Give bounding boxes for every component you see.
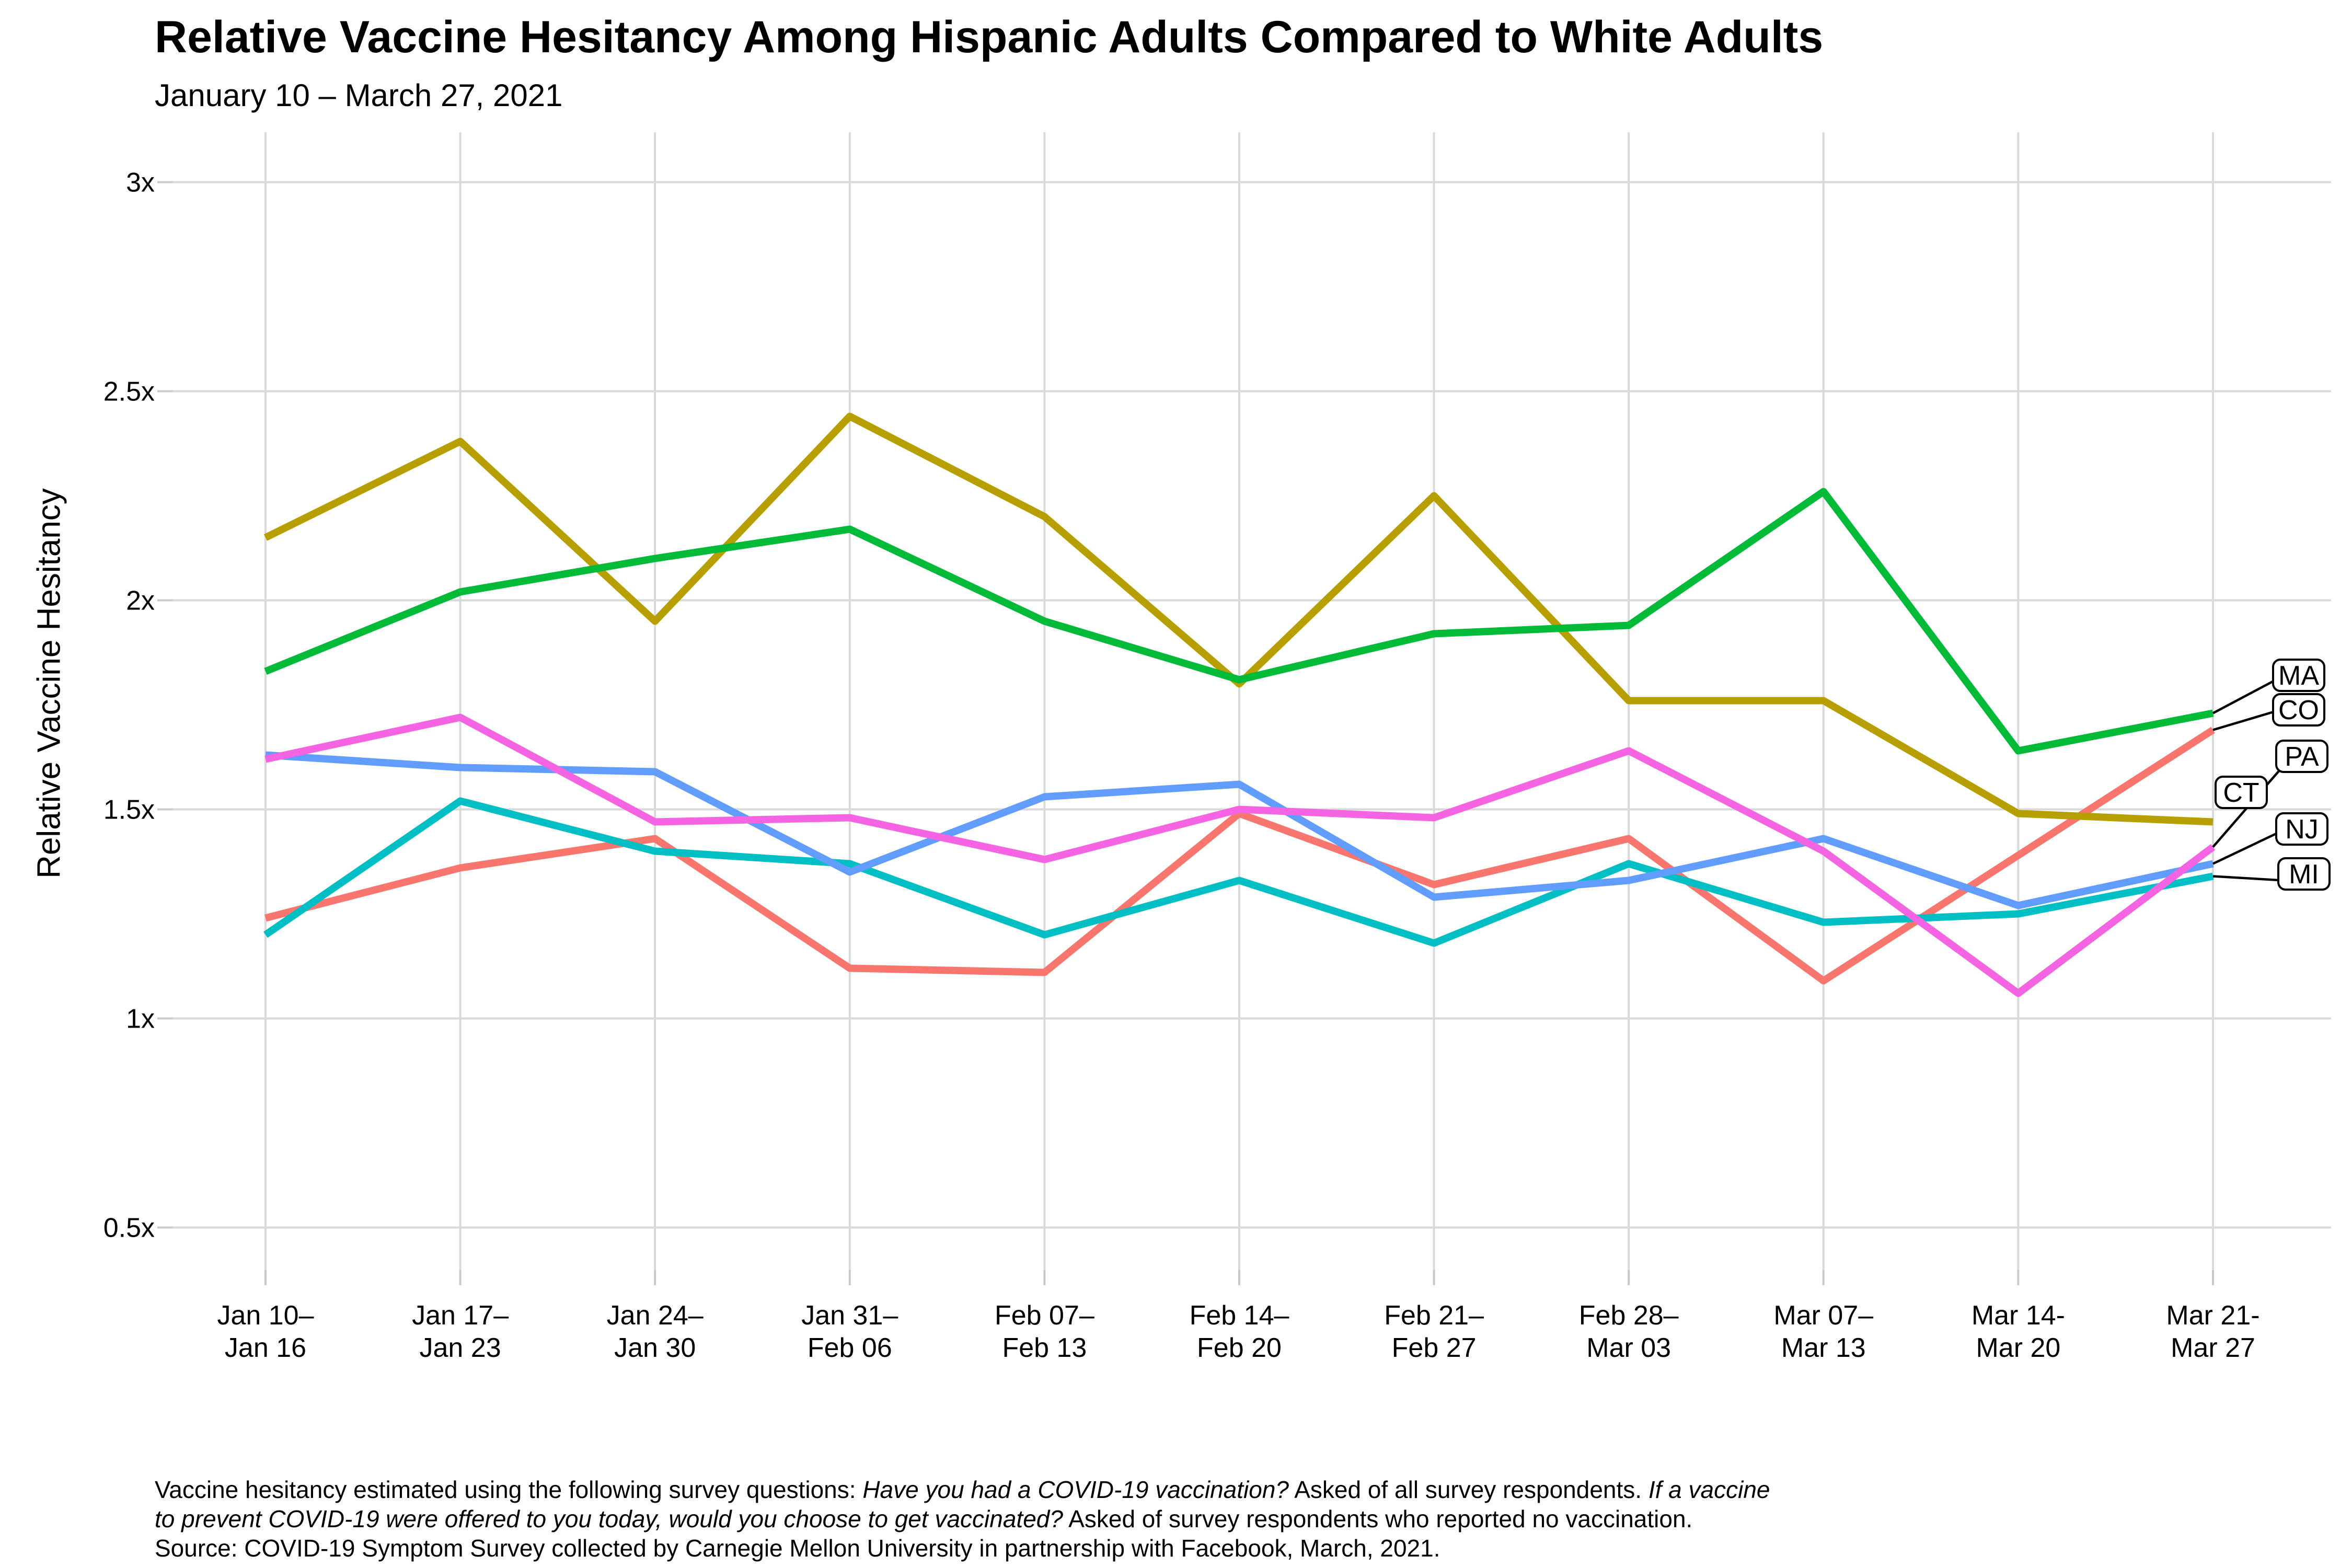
series-label-box-CT xyxy=(2215,776,2268,809)
x-tick-label-8-line2: Mar 13 xyxy=(1781,1333,1866,1363)
x-tick-label-3-line2: Feb 06 xyxy=(808,1333,892,1363)
series-line-NJ xyxy=(265,751,2214,909)
x-tick-label-4-line1: Feb 07– xyxy=(995,1300,1094,1331)
footnote-italic-segment: Have you had a COVID-19 vaccination? xyxy=(862,1476,1289,1503)
y-tick-label-2.5x: 2.5x xyxy=(103,377,155,407)
series-line-CO xyxy=(264,727,2215,985)
x-tick-label-1-line2: Jan 23 xyxy=(420,1333,501,1363)
y-tick-label-3x: 3x xyxy=(126,168,155,198)
leader-line-MA xyxy=(2212,680,2275,714)
footnote-caption: Vaccine hesitancy estimated using the fo… xyxy=(155,1475,2303,1563)
x-tick-label-7-line2: Mar 03 xyxy=(1586,1333,1671,1363)
x-tick-label-8-line1: Mar 07– xyxy=(1773,1300,1873,1331)
leader-line-MI xyxy=(2212,875,2280,882)
x-tick-label-10-line2: Mar 27 xyxy=(2171,1333,2255,1363)
series-label-CO: CO xyxy=(2278,695,2319,725)
chart-subtitle: January 10 – March 27, 2021 xyxy=(155,78,563,113)
x-tick-label-9-line1: Mar 14- xyxy=(1971,1300,2065,1331)
series-line-MI xyxy=(263,797,2214,947)
x-tick-label-2-line2: Jan 30 xyxy=(614,1333,696,1363)
y-tick-label-1.5x: 1.5x xyxy=(103,795,155,825)
series-line-CT xyxy=(263,412,2213,826)
y-tick-label-2x: 2x xyxy=(126,586,155,616)
x-tick-label-2-line1: Jan 24– xyxy=(607,1300,704,1331)
footnote-italic-segment: to prevent COVID-19 were offered to you … xyxy=(155,1505,1063,1532)
footnote-segment: Asked of all survey respondents. xyxy=(1289,1476,1648,1503)
x-tick-label-1-line1: Jan 17– xyxy=(412,1300,509,1331)
footnote-segment: Vaccine hesitancy estimated using the fo… xyxy=(155,1476,863,1503)
x-tick-label-6-line1: Feb 21– xyxy=(1384,1300,1484,1331)
leader-line-CO xyxy=(2212,710,2274,731)
footnote-segment: Asked of survey respondents who reported… xyxy=(1063,1505,1693,1532)
x-tick-label-3-line1: Jan 31– xyxy=(801,1300,898,1331)
series-label-NJ: NJ xyxy=(2285,814,2319,845)
x-tick-label-5-line2: Feb 20 xyxy=(1197,1333,1282,1363)
y-tick-label-1x: 1x xyxy=(126,1004,155,1034)
series-line-PA xyxy=(264,713,2216,997)
series-line-MA xyxy=(264,488,2214,755)
x-tick-label-7-line1: Feb 28– xyxy=(1579,1300,1679,1331)
footnote-italic-segment: If a vaccine xyxy=(1648,1476,1770,1503)
series-label-MI: MI xyxy=(2289,859,2319,890)
footnote-line-2: to prevent COVID-19 were offered to you … xyxy=(155,1504,2303,1534)
series-label-box-NJ xyxy=(2275,812,2328,846)
series-label-box-MA xyxy=(2272,659,2325,692)
series-label-PA: PA xyxy=(2285,742,2319,772)
series-label-box-CO xyxy=(2272,693,2325,727)
chart-title: Relative Vaccine Hesitancy Among Hispani… xyxy=(155,12,1824,62)
series-label-CT: CT xyxy=(2223,778,2259,808)
footnote-segment: Source: COVID-19 Symptom Survey collecte… xyxy=(155,1535,1440,1562)
x-tick-label-4-line2: Feb 13 xyxy=(1002,1333,1087,1363)
footnote-line-3: Source: COVID-19 Symptom Survey collecte… xyxy=(155,1534,2303,1563)
x-tick-label-0-line1: Jan 10– xyxy=(217,1300,314,1331)
x-tick-label-10-line1: Mar 21- xyxy=(2166,1300,2259,1331)
series-label-MA: MA xyxy=(2278,661,2319,691)
x-tick-label-6-line2: Feb 27 xyxy=(1392,1333,1477,1363)
x-tick-label-0-line2: Jan 16 xyxy=(225,1333,306,1363)
leader-line-NJ xyxy=(2212,832,2278,865)
x-tick-label-9-line2: Mar 20 xyxy=(1976,1333,2060,1363)
series-label-box-PA xyxy=(2275,740,2328,773)
footnote-line-1: Vaccine hesitancy estimated using the fo… xyxy=(155,1475,2303,1504)
y-tick-label-0.5x: 0.5x xyxy=(103,1213,155,1243)
series-label-box-MI xyxy=(2277,857,2331,891)
x-tick-label-5-line1: Feb 14– xyxy=(1190,1300,1289,1331)
